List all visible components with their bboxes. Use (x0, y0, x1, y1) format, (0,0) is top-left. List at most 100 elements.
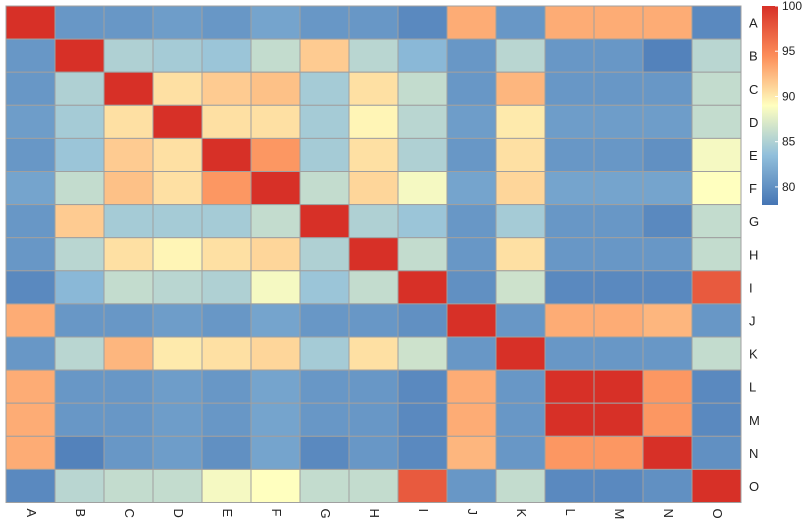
heatmap-cell-L-N (642, 369, 693, 404)
heatmap-cell-E-F (250, 137, 301, 172)
heatmap-cell-A-L (544, 5, 595, 40)
heatmap-cell-I-D (152, 270, 203, 305)
heatmap-cell-G-I (397, 204, 448, 239)
heatmap-cell-N-N (642, 435, 693, 470)
heatmap-cell-I-G (299, 270, 350, 305)
heatmap-cell-G-O (691, 204, 742, 239)
heatmap-cell-C-A (5, 71, 56, 106)
heatmap-cell-B-A (5, 38, 56, 73)
heatmap-cell-I-M (593, 270, 644, 305)
heatmap-cell-L-B (54, 369, 105, 404)
heatmap-cell-B-K (495, 38, 546, 73)
heatmap-cell-E-O (691, 137, 742, 172)
column-label-N: N (661, 509, 676, 518)
heatmap-cell-B-E (201, 38, 252, 73)
heatmap-cell-F-H (348, 171, 399, 206)
heatmap-cell-K-O (691, 336, 742, 371)
heatmap-cell-H-D (152, 237, 203, 272)
heatmap-cell-B-I (397, 38, 448, 73)
heatmap-cell-B-L (544, 38, 595, 73)
heatmap-cell-G-C (103, 204, 154, 239)
heatmap-cell-M-I (397, 402, 448, 437)
heatmap-grid (5, 5, 742, 503)
heatmap-cell-L-I (397, 369, 448, 404)
heatmap-cell-B-M (593, 38, 644, 73)
heatmap-cell-J-H (348, 303, 399, 338)
heatmap-cell-I-L (544, 270, 595, 305)
heatmap-cell-E-J (446, 137, 497, 172)
heatmap-cell-I-E (201, 270, 252, 305)
heatmap-cell-D-H (348, 104, 399, 139)
heatmap-cell-H-C (103, 237, 154, 272)
heatmap-cell-I-O (691, 270, 742, 305)
heatmap-cell-L-A (5, 369, 56, 404)
heatmap-cell-K-J (446, 336, 497, 371)
heatmap-cell-L-J (446, 369, 497, 404)
heatmap-cell-O-A (5, 468, 56, 503)
heatmap-cell-C-I (397, 71, 448, 106)
heatmap-cell-M-N (642, 402, 693, 437)
heatmap-cell-M-E (201, 402, 252, 437)
row-label-O: O (749, 479, 759, 494)
heatmap-cell-K-C (103, 336, 154, 371)
heatmap-cell-B-D (152, 38, 203, 73)
heatmap-cell-K-N (642, 336, 693, 371)
heatmap-cell-N-G (299, 435, 350, 470)
heatmap-cell-K-E (201, 336, 252, 371)
heatmap-cell-J-D (152, 303, 203, 338)
colorbar-gradient (762, 6, 778, 205)
heatmap-cell-J-E (201, 303, 252, 338)
heatmap-cell-D-L (544, 104, 595, 139)
column-label-E: E (220, 509, 235, 518)
heatmap-cell-O-L (544, 468, 595, 503)
heatmap-cell-G-E (201, 204, 252, 239)
heatmap-cell-K-G (299, 336, 350, 371)
heatmap-cell-N-L (544, 435, 595, 470)
heatmap-cell-F-K (495, 171, 546, 206)
heatmap-cell-A-H (348, 5, 399, 40)
column-label-F: F (269, 509, 284, 517)
heatmap-cell-F-A (5, 171, 56, 206)
heatmap-cell-N-J (446, 435, 497, 470)
heatmap-cell-F-I (397, 171, 448, 206)
heatmap-cell-A-J (446, 5, 497, 40)
heatmap-cell-A-O (691, 5, 742, 40)
heatmap-cell-N-O (691, 435, 742, 470)
colorbar-ticks: 80 85 90 95 100 (775, 0, 802, 194)
heatmap-cell-G-A (5, 204, 56, 239)
heatmap-cell-L-H (348, 369, 399, 404)
heatmap-cell-B-J (446, 38, 497, 73)
heatmap-cell-A-F (250, 5, 301, 40)
heatmap-cell-A-G (299, 5, 350, 40)
heatmap-cell-E-I (397, 137, 448, 172)
heatmap-cell-O-G (299, 468, 350, 503)
heatmap-cell-J-O (691, 303, 742, 338)
heatmap-cell-I-K (495, 270, 546, 305)
heatmap-cell-E-H (348, 137, 399, 172)
heatmap-cell-D-G (299, 104, 350, 139)
heatmap-cell-K-L (544, 336, 595, 371)
heatmap-cell-A-C (103, 5, 154, 40)
heatmap-cell-E-B (54, 137, 105, 172)
heatmap-cell-J-G (299, 303, 350, 338)
heatmap-cell-O-J (446, 468, 497, 503)
heatmap-cell-K-I (397, 336, 448, 371)
heatmap-cell-K-B (54, 336, 105, 371)
row-label-A: A (749, 16, 758, 31)
heatmap-cell-N-K (495, 435, 546, 470)
heatmap-cell-C-M (593, 71, 644, 106)
heatmap-cell-M-B (54, 402, 105, 437)
heatmap-cell-N-C (103, 435, 154, 470)
heatmap-cell-M-L (544, 402, 595, 437)
heatmap-cell-D-D (152, 104, 203, 139)
row-label-I: I (749, 280, 753, 295)
heatmap-cell-M-D (152, 402, 203, 437)
heatmap-cell-G-L (544, 204, 595, 239)
heatmap-cell-E-L (544, 137, 595, 172)
column-label-D: D (171, 509, 186, 518)
column-label-H: H (367, 509, 382, 518)
heatmap-cell-F-M (593, 171, 644, 206)
heatmap-cell-K-D (152, 336, 203, 371)
heatmap-cell-E-K (495, 137, 546, 172)
heatmap-cell-I-J (446, 270, 497, 305)
